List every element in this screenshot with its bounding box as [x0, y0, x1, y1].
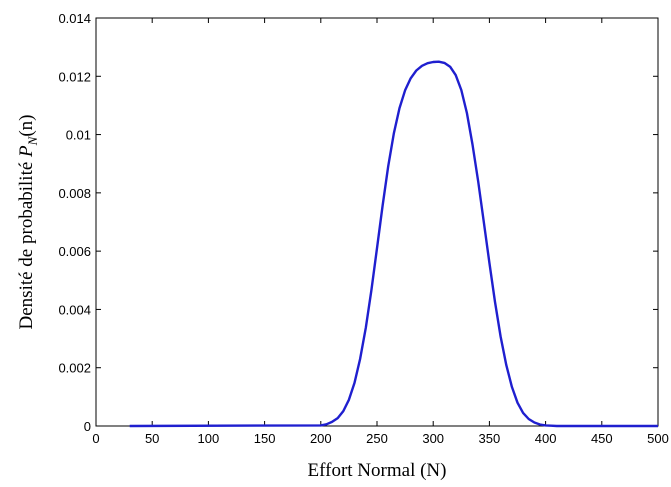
y-ticks: 0 0.002 0.004 0.006 0.008 0.01 0.012 0.014 — [58, 11, 658, 434]
plot-area — [95, 17, 659, 427]
y-tick-label: 0 — [84, 419, 91, 434]
x-tick-label: 500 — [647, 431, 669, 446]
y-axis-title-suffix: (n) — [16, 115, 37, 137]
y-tick-label: 0.012 — [58, 69, 91, 84]
x-axis-title: Effort Normal (N) — [308, 460, 447, 481]
x-tick-label: 350 — [479, 431, 501, 446]
y-tick-label: 0.006 — [58, 244, 91, 259]
x-tick-label: 300 — [422, 431, 444, 446]
x-tick-label: 200 — [310, 431, 332, 446]
x-ticks: 0 50 100 150 200 250 300 350 400 450 500 — [92, 18, 669, 446]
y-tick-label: 0.01 — [66, 128, 91, 143]
y-tick-label: 0.004 — [58, 302, 91, 317]
x-tick-label: 450 — [591, 431, 613, 446]
x-tick-label: 250 — [366, 431, 388, 446]
x-tick-label: 400 — [535, 431, 557, 446]
y-axis-title-subscript: N — [25, 135, 40, 146]
y-tick-label: 0.014 — [58, 11, 91, 26]
y-tick-label: 0.008 — [58, 186, 91, 201]
x-tick-label: 0 — [92, 431, 99, 446]
y-axis-title-symbol: P — [16, 145, 37, 158]
x-tick-label: 100 — [198, 431, 220, 446]
x-tick-label: 150 — [254, 431, 276, 446]
series-line — [129, 60, 658, 428]
x-tick-label: 50 — [145, 431, 159, 446]
y-axis-title-prefix: Densité de probabilité — [16, 157, 37, 330]
y-axis-title: Densité de probabilité PN(n) — [16, 115, 40, 330]
y-tick-label: 0.002 — [58, 361, 91, 376]
series-layer — [129, 60, 658, 428]
